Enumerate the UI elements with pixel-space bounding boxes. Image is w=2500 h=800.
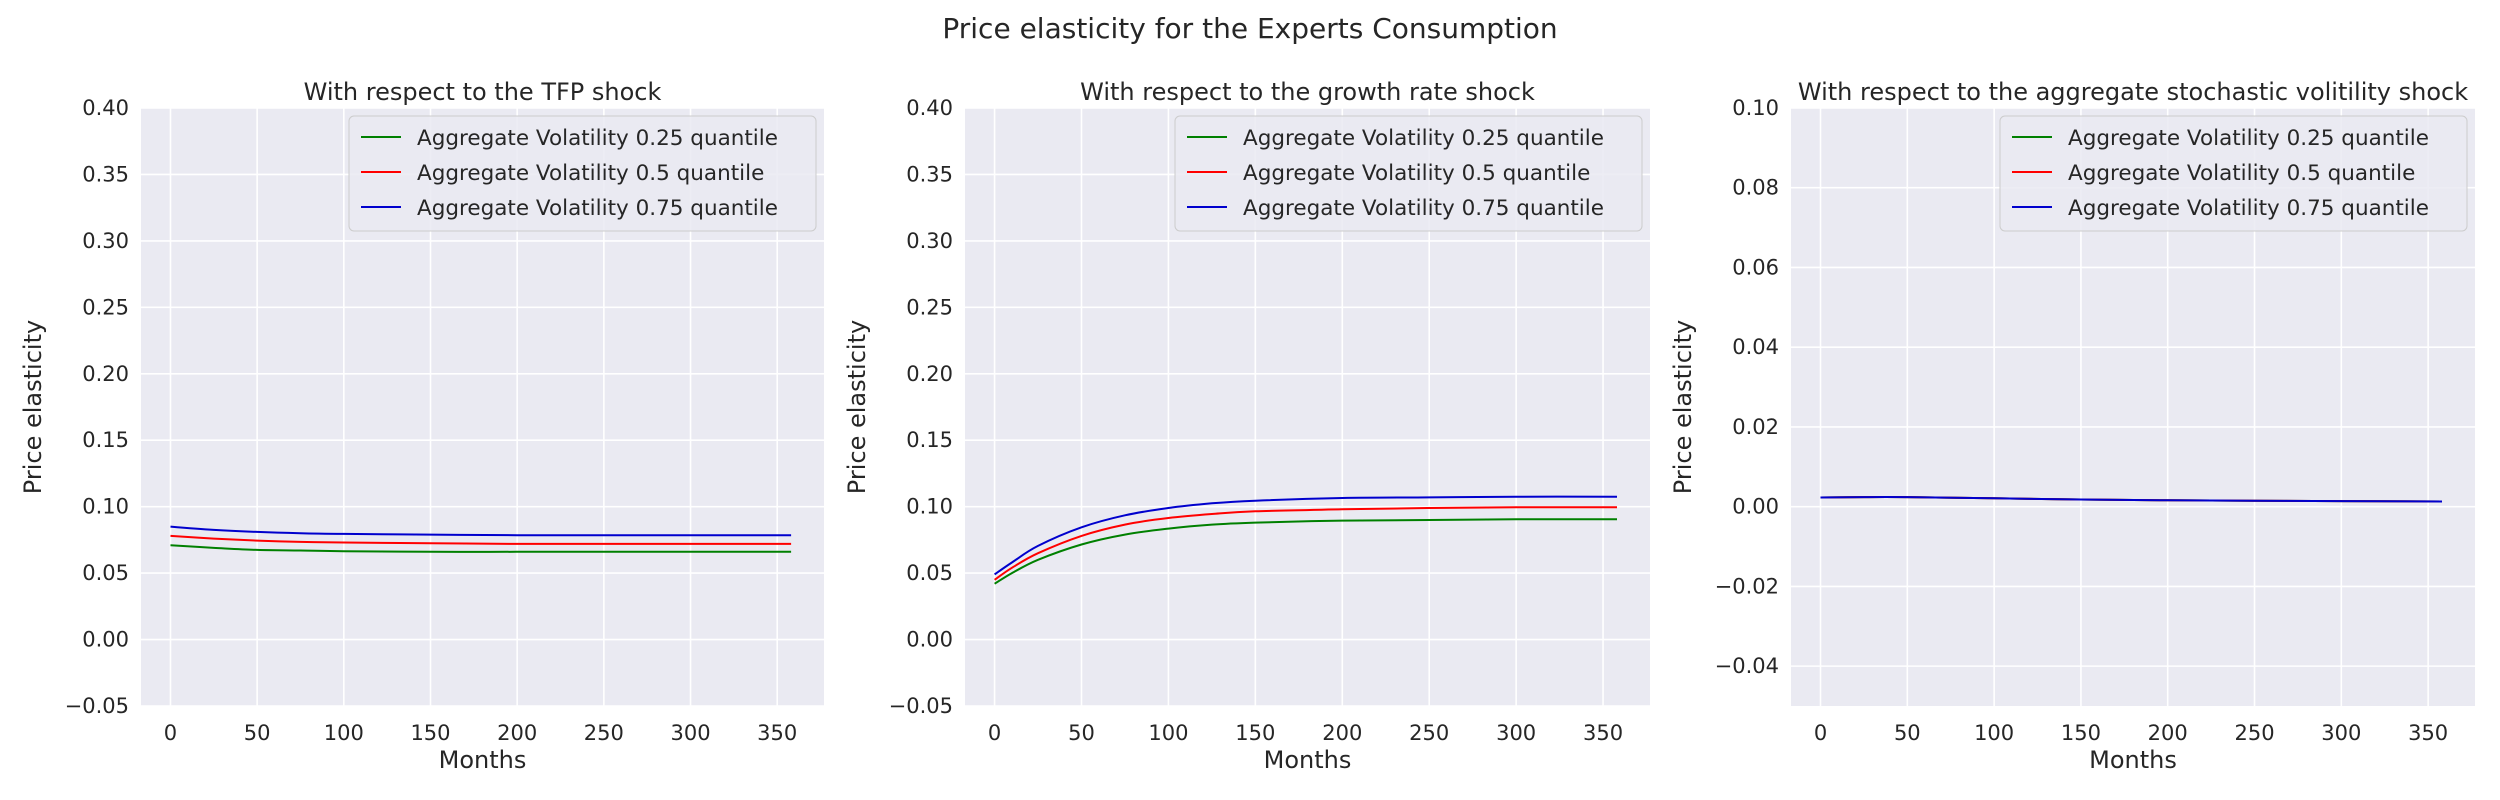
y-tick-label: 0.06 — [1732, 255, 1779, 279]
x-tick-label: 250 — [2234, 721, 2274, 745]
x-tick-label: 50 — [1068, 721, 1095, 745]
y-tick-label: 0.30 — [906, 229, 953, 253]
legend-box — [1999, 115, 2468, 232]
y-tick-label: −0.02 — [1715, 574, 1779, 598]
panel-title: With respect to the aggregate stochastic… — [1798, 78, 2468, 106]
y-tick-label: 0.00 — [906, 628, 953, 652]
y-tick-label: 0.00 — [82, 628, 129, 652]
y-tick-label: 0.04 — [1732, 335, 1779, 359]
legend-label: Aggregate Volatility 0.75 quantile — [1243, 196, 1604, 221]
x-tick-label: 200 — [1322, 721, 1362, 745]
legend-label: Aggregate Volatility 0.5 quantile — [2068, 161, 2415, 186]
y-tick-label: −0.05 — [65, 694, 129, 718]
x-tick-label: 50 — [244, 721, 271, 745]
y-axis-label: Price elasticity — [1669, 320, 1697, 494]
legend: Aggregate Volatility 0.25 quantile Aggreg… — [348, 115, 817, 232]
x-tick-label: 300 — [670, 721, 710, 745]
x-tick-label: 150 — [410, 721, 450, 745]
panel-1: 0 50 100 150 200 250 300 350 −0.05 0.00 0.05 0.10 0.… — [19, 78, 824, 774]
legend-label: Aggregate Volatility 0.75 quantile — [417, 196, 778, 221]
x-tick-label: 350 — [1583, 721, 1623, 745]
x-tick-label: 0 — [164, 721, 177, 745]
panel-title: With respect to the TFP shock — [304, 78, 662, 106]
y-tick-label: 0.15 — [82, 428, 129, 452]
series-line-3 — [1820, 495, 2443, 503]
series-line-2 — [994, 506, 1618, 581]
y-tick-label: 0.05 — [82, 561, 129, 585]
panel-3: 0 50 100 150 200 250 300 350 −0.04 −0.02 0.00 0.02 0… — [1669, 78, 2475, 774]
x-tick-label: 100 — [1148, 721, 1188, 745]
y-tick-label: 0.05 — [906, 561, 953, 585]
y-tick-label: 0.40 — [82, 96, 129, 120]
x-tick-label: 350 — [2408, 721, 2448, 745]
y-axis-label: Price elasticity — [19, 320, 47, 494]
x-tick-label: 0 — [988, 721, 1001, 745]
y-axis-label: Price elasticity — [843, 320, 871, 494]
legend: Aggregate Volatility 0.25 quantile Aggreg… — [1174, 115, 1643, 232]
legend-label: Aggregate Volatility 0.25 quantile — [2068, 126, 2429, 151]
x-tick-label: 200 — [497, 721, 537, 745]
y-tick-label: 0.00 — [1732, 495, 1779, 519]
series-line-2 — [170, 534, 792, 545]
y-tick-label: 0.35 — [82, 162, 129, 186]
series-line-1 — [170, 544, 792, 553]
y-tick-label: 0.10 — [1732, 96, 1779, 120]
panel-2: 0 50 100 150 200 250 300 350 −0.05 0.00 0.05 0.10 0.… — [843, 78, 1650, 774]
y-tick-label: −0.05 — [889, 694, 953, 718]
y-tick-label: 0.08 — [1732, 176, 1779, 200]
legend-label: Aggregate Volatility 0.5 quantile — [1243, 161, 1590, 186]
y-tick-label: 0.02 — [1732, 415, 1779, 439]
legend: Aggregate Volatility 0.25 quantile Aggreg… — [1999, 115, 2468, 232]
legend-label: Aggregate Volatility 0.5 quantile — [417, 161, 764, 186]
legend-box — [1174, 115, 1643, 232]
x-tick-label: 150 — [1235, 721, 1275, 745]
panel-title: With respect to the growth rate shock — [1080, 78, 1535, 106]
y-tick-label: 0.10 — [82, 495, 129, 519]
y-tick-label: 0.20 — [906, 362, 953, 386]
x-axis-label: Months — [1264, 746, 1352, 774]
series-line-3 — [170, 525, 792, 537]
legend-label: Aggregate Volatility 0.25 quantile — [417, 126, 778, 151]
panels: 0 50 100 150 200 250 300 350 −0.05 0.00 0.05 0.10 0.… — [19, 78, 2475, 774]
y-tick-label: 0.30 — [82, 229, 129, 253]
legend-label: Aggregate Volatility 0.75 quantile — [2068, 196, 2429, 221]
legend-label: Aggregate Volatility 0.25 quantile — [1243, 126, 1604, 151]
x-tick-label: 200 — [2148, 721, 2188, 745]
x-tick-label: 350 — [757, 721, 797, 745]
x-axis-label: Months — [2089, 746, 2177, 774]
y-tick-label: −0.04 — [1715, 654, 1779, 678]
y-tick-label: 0.25 — [906, 295, 953, 319]
y-tick-label: 0.40 — [906, 96, 953, 120]
y-tick-label: 0.25 — [82, 295, 129, 319]
x-tick-label: 50 — [1894, 721, 1921, 745]
y-tick-label: 0.20 — [82, 362, 129, 386]
x-tick-label: 250 — [584, 721, 624, 745]
legend-box — [348, 115, 817, 232]
x-tick-label: 0 — [1814, 721, 1827, 745]
x-axis-label: Months — [439, 746, 527, 774]
x-tick-label: 100 — [1974, 721, 2014, 745]
figure-title: Price elasticity for the Experts Consump… — [942, 12, 1557, 45]
y-tick-label: 0.15 — [906, 428, 953, 452]
x-tick-label: 300 — [1496, 721, 1536, 745]
x-tick-label: 250 — [1409, 721, 1449, 745]
x-tick-label: 300 — [2321, 721, 2361, 745]
series-line-1 — [994, 518, 1618, 585]
x-tick-label: 100 — [324, 721, 364, 745]
series-line-3 — [994, 495, 1618, 576]
x-tick-label: 150 — [2061, 721, 2101, 745]
y-tick-label: 0.35 — [906, 162, 953, 186]
y-tick-label: 0.10 — [906, 495, 953, 519]
